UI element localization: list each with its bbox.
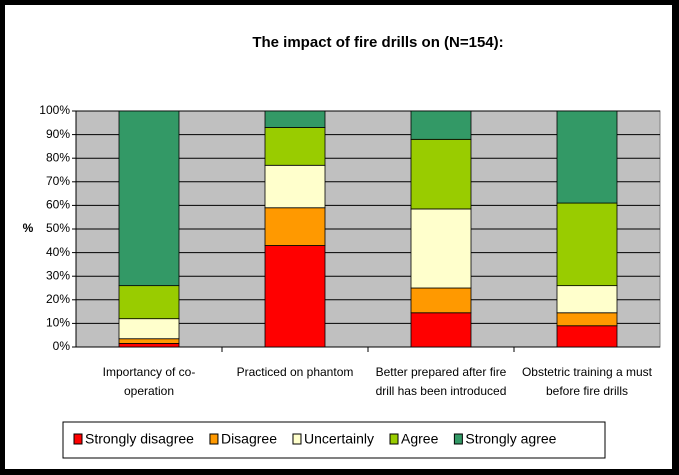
bar-segment: [556, 110, 618, 204]
bar-segment: [556, 312, 618, 327]
y-tick-label: 40%: [46, 245, 70, 259]
bar-segment: [118, 343, 180, 348]
bar-segment: [118, 285, 180, 320]
bar-segment: [264, 207, 326, 246]
legend-box: [62, 421, 606, 459]
y-axis-label: %: [23, 221, 34, 235]
legend-label: Strongly agree: [465, 431, 556, 447]
bar-segment: [556, 202, 618, 287]
legend-swatch: [292, 433, 302, 445]
x-tick-label: Importancy of co-operation: [102, 365, 196, 398]
y-tick-label: 20%: [46, 292, 70, 306]
bar-segment: [410, 208, 472, 289]
bar-segment: [118, 110, 180, 287]
bar-segment: [118, 318, 180, 340]
x-tick-label: Practiced on phantom: [236, 365, 354, 379]
legend-label: Disagree: [221, 431, 277, 447]
y-tick-label: 10%: [46, 316, 70, 330]
bar-segment: [410, 312, 472, 348]
bar-segment: [556, 325, 618, 348]
bar-segment: [410, 138, 472, 210]
bar-segment: [410, 110, 472, 140]
bar-segment: [556, 285, 618, 314]
y-tick-label: 80%: [46, 150, 70, 164]
legend-swatch: [73, 433, 83, 445]
legend-label: Agree: [401, 431, 439, 447]
bar-segment: [118, 338, 180, 344]
y-tick-label: 0%: [53, 339, 71, 353]
legend-swatch: [209, 433, 219, 445]
bar-segment: [410, 287, 472, 314]
x-tick-label: Obstetric training a must before fire dr…: [521, 365, 653, 398]
x-tick-label: Better prepared after fire drill has bee…: [375, 365, 507, 398]
y-tick-label: 60%: [46, 198, 70, 212]
y-tick-label: 70%: [46, 174, 70, 188]
bar-segment: [264, 245, 326, 348]
chart-title: The impact of fire drills on (N=154):: [252, 34, 503, 51]
y-tick-label: 50%: [46, 221, 70, 235]
bar-segment: [264, 110, 326, 128]
y-tick-label: 30%: [46, 268, 70, 282]
legend-label: Uncertainly: [304, 431, 374, 447]
bar-segment: [264, 164, 326, 209]
legend-swatch: [389, 433, 399, 445]
legend-swatch: [453, 433, 463, 445]
y-tick-label: 90%: [46, 127, 70, 141]
y-tick-label: 100%: [39, 103, 70, 117]
legend-label: Strongly disagree: [85, 431, 194, 447]
bar-segment: [264, 127, 326, 166]
